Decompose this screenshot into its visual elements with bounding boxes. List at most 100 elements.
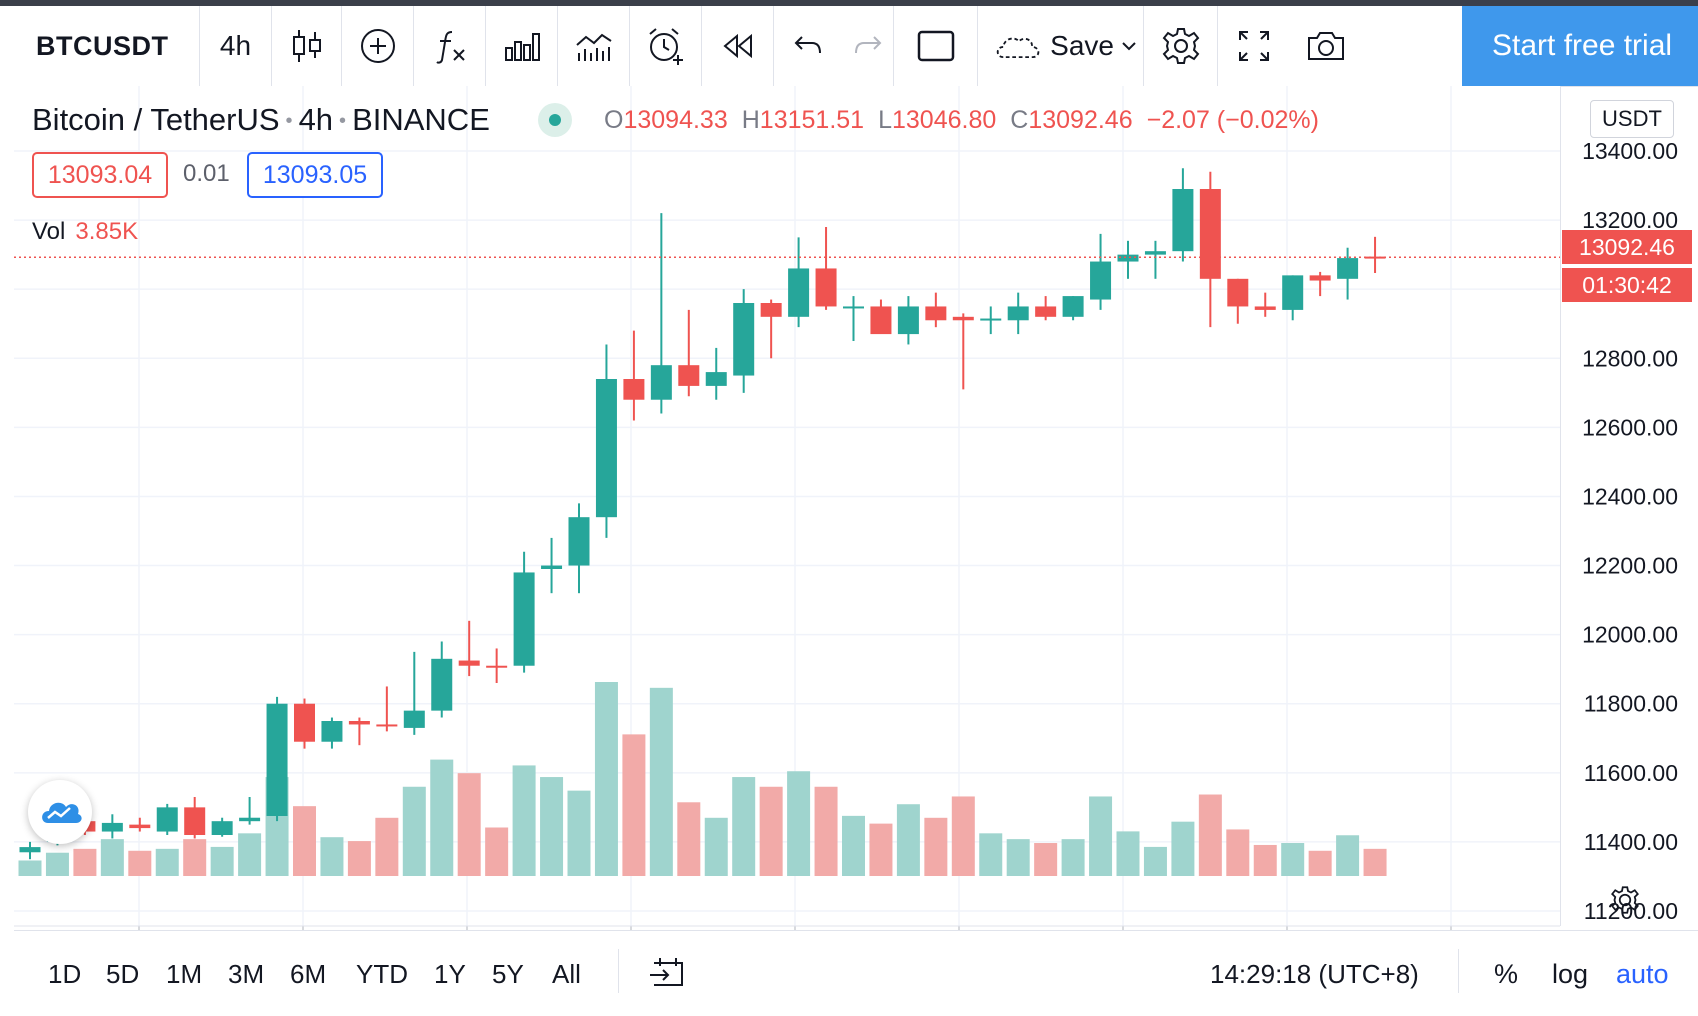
candle-body bbox=[815, 268, 837, 307]
candle-body bbox=[184, 807, 206, 835]
interval-button[interactable]: 4h bbox=[200, 6, 272, 86]
volume-bar bbox=[814, 786, 838, 876]
spread-value: 0.01 bbox=[183, 160, 230, 187]
currency-button[interactable]: USDT bbox=[1590, 100, 1674, 138]
fullscreen-button[interactable] bbox=[1218, 6, 1290, 86]
candle-body bbox=[101, 822, 123, 832]
start-free-trial-button[interactable]: Start free trial bbox=[1462, 6, 1698, 86]
price-axis-separator bbox=[1560, 86, 1561, 926]
open-value: 13094.33 bbox=[623, 106, 728, 134]
buy-price-button[interactable]: 13093.05 bbox=[247, 152, 383, 198]
volume-bar bbox=[1006, 839, 1030, 876]
timezone-clock[interactable]: 14:29:18 (UTC+8) bbox=[1210, 959, 1419, 989]
volume-bar bbox=[622, 734, 646, 876]
candle-body bbox=[1282, 275, 1304, 310]
low-value: 13046.80 bbox=[891, 106, 997, 134]
price-tick-label: 12200.00 bbox=[1582, 553, 1678, 579]
volume-bar bbox=[1143, 846, 1167, 876]
function-icon bbox=[435, 31, 465, 64]
candle-body bbox=[1144, 251, 1166, 255]
cloud-logo-icon bbox=[42, 802, 82, 823]
fullscreen-layout-button[interactable] bbox=[894, 6, 978, 86]
save-button[interactable]: Save bbox=[978, 6, 1114, 86]
snapshot-button[interactable] bbox=[1290, 6, 1362, 86]
market-open-indicator[interactable] bbox=[538, 103, 572, 137]
candle-body bbox=[952, 316, 974, 321]
tradingview-logo-button[interactable] bbox=[28, 780, 92, 844]
volume-bar bbox=[1061, 839, 1085, 876]
candle-body bbox=[705, 372, 727, 386]
ask-price: 13093.05 bbox=[262, 160, 368, 189]
volume-bar bbox=[1226, 829, 1250, 876]
volume-bar bbox=[649, 687, 673, 876]
candle-body bbox=[1007, 306, 1029, 321]
volume-bar bbox=[238, 833, 262, 876]
volume-bar bbox=[457, 773, 481, 876]
candle-body bbox=[376, 724, 398, 727]
candle-body bbox=[431, 658, 453, 711]
candle-body bbox=[1062, 296, 1084, 317]
volume-bar bbox=[485, 827, 509, 876]
sell-price-button[interactable]: 13093.04 bbox=[32, 152, 168, 198]
candle-body bbox=[623, 379, 645, 400]
replay-button[interactable] bbox=[702, 6, 774, 86]
volume-bar bbox=[347, 841, 371, 876]
close-value: 13092.46 bbox=[1028, 106, 1133, 134]
range-5y-button[interactable]: 5Y bbox=[492, 959, 524, 989]
legend-separator: • bbox=[339, 110, 347, 133]
log-scale-toggle[interactable]: log bbox=[1552, 959, 1589, 989]
volume-bar bbox=[567, 790, 591, 876]
range-all-button[interactable]: All bbox=[552, 959, 581, 989]
range-5d-button[interactable]: 5D bbox=[106, 959, 140, 989]
range-1m-button[interactable]: 1M bbox=[166, 959, 203, 989]
candle-body bbox=[678, 365, 700, 386]
settings-button[interactable] bbox=[1144, 6, 1218, 86]
volume-bar bbox=[1089, 796, 1113, 876]
symbol-search-button[interactable]: BTCUSDT bbox=[14, 6, 200, 86]
candle-body bbox=[403, 710, 425, 728]
chart-style-button[interactable] bbox=[272, 6, 342, 86]
candle-body bbox=[568, 517, 590, 566]
auto-scale-toggle[interactable]: auto bbox=[1616, 959, 1669, 989]
alarm-clock-icon bbox=[648, 28, 683, 65]
symbol-description: Bitcoin / TetherUS bbox=[32, 102, 280, 137]
range-1y-button[interactable]: 1Y bbox=[434, 959, 466, 989]
range-1d-button[interactable]: 1D bbox=[48, 959, 82, 989]
indicators-button[interactable] bbox=[414, 6, 486, 86]
volume-bar bbox=[1253, 844, 1277, 876]
undo-button[interactable] bbox=[774, 6, 842, 86]
candle-body bbox=[321, 721, 343, 742]
candle-body bbox=[1254, 306, 1276, 310]
volume-bar bbox=[732, 777, 756, 876]
symbol-label: BTCUSDT bbox=[36, 30, 169, 61]
redo-button[interactable] bbox=[842, 6, 894, 86]
range-ytd-button[interactable]: YTD bbox=[356, 959, 408, 989]
compare-symbol-button[interactable] bbox=[342, 6, 414, 86]
layout-square-icon bbox=[917, 30, 954, 62]
goto-date-button[interactable] bbox=[648, 955, 686, 994]
financials-button[interactable] bbox=[486, 6, 558, 86]
legend-interval: 4h bbox=[298, 102, 334, 137]
range-6m-button[interactable]: 6M bbox=[290, 959, 327, 989]
candle-body bbox=[788, 268, 810, 317]
chart-legend-title: Bitcoin / TetherUS • 4h • BINANCE bbox=[32, 102, 490, 138]
save-options-button[interactable] bbox=[1114, 6, 1144, 86]
ideas-button[interactable] bbox=[558, 6, 630, 86]
chevron-down-icon bbox=[1121, 42, 1136, 51]
range-3m-button[interactable]: 3M bbox=[228, 959, 265, 989]
bottom-toolbar: 1D 5D 1M 3M 6M YTD 1Y 5Y All 14:29:18 (U… bbox=[14, 930, 1698, 1007]
volume-value: 3.85K bbox=[75, 218, 139, 245]
volume-bar bbox=[183, 839, 207, 876]
volume-bar bbox=[924, 817, 948, 876]
expand-icon bbox=[1239, 31, 1269, 61]
candle-body bbox=[760, 303, 782, 317]
percent-scale-toggle[interactable]: % bbox=[1494, 959, 1519, 989]
volume-bar bbox=[1336, 835, 1360, 876]
volume-bar bbox=[512, 765, 536, 876]
alert-button[interactable] bbox=[630, 6, 702, 86]
volume-bar bbox=[896, 804, 920, 876]
price-tick-label: 11800.00 bbox=[1584, 691, 1678, 717]
axis-settings-button[interactable] bbox=[1610, 885, 1640, 920]
volume-bar bbox=[787, 771, 811, 876]
